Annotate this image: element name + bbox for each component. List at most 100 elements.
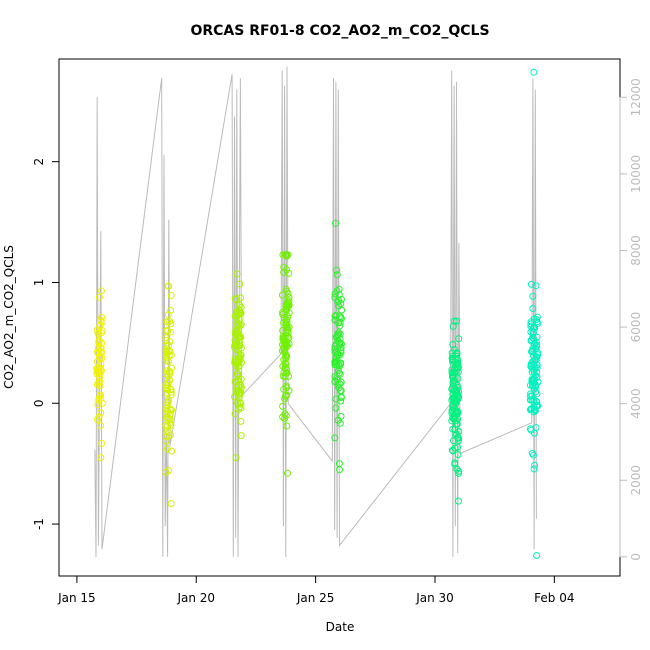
data-point — [282, 360, 290, 368]
data-point — [278, 291, 286, 299]
data-point — [338, 340, 345, 348]
data-point — [237, 321, 245, 329]
data-point — [455, 469, 462, 477]
data-point — [93, 326, 101, 334]
data-point — [166, 368, 174, 375]
data-point — [163, 326, 171, 334]
y2-tick-label: 6000 — [629, 312, 643, 343]
data-point — [527, 322, 535, 330]
y-axis: -1 0 1 2 — [32, 158, 60, 530]
data-point — [338, 306, 346, 314]
data-point — [285, 294, 293, 301]
data-point — [282, 412, 290, 419]
data-point — [233, 270, 241, 278]
data-point — [337, 397, 345, 405]
data-point — [283, 316, 291, 324]
data-point — [531, 324, 539, 332]
data-point — [530, 465, 538, 473]
data-point — [531, 356, 539, 364]
data-point — [95, 339, 103, 347]
data-point — [98, 287, 105, 295]
data-point — [231, 410, 239, 418]
data-point — [449, 322, 457, 330]
data-point — [280, 263, 288, 271]
data-point — [454, 364, 462, 372]
data-point — [166, 419, 174, 427]
data-point — [529, 305, 537, 312]
data-point — [530, 403, 538, 411]
data-point — [236, 353, 244, 361]
data-point — [529, 451, 537, 459]
y2-tick-label: 12000 — [629, 78, 643, 116]
data-point — [281, 373, 289, 381]
data-point — [332, 340, 340, 348]
x-tick-label: Jan 15 — [57, 591, 96, 605]
data-point — [167, 320, 175, 328]
data-point — [336, 360, 344, 368]
data-point — [284, 332, 292, 340]
data-point — [282, 302, 290, 310]
data-point — [236, 399, 244, 407]
data-point — [95, 344, 102, 352]
data-point — [449, 358, 457, 366]
data-point — [232, 296, 240, 304]
data-point — [282, 324, 290, 332]
data-point — [533, 333, 541, 341]
data-point — [283, 422, 291, 430]
data-point — [93, 381, 101, 388]
data-point — [333, 374, 341, 382]
data-point — [529, 334, 537, 342]
data-point — [96, 374, 103, 381]
data-point — [231, 393, 238, 401]
data-point — [337, 344, 345, 352]
data-point — [281, 410, 289, 418]
data-point — [449, 356, 457, 364]
data-point — [162, 347, 170, 355]
data-point — [331, 434, 339, 442]
data-point — [532, 341, 540, 349]
data-point — [449, 341, 457, 348]
data-point — [453, 420, 461, 428]
data-point — [332, 358, 340, 366]
data-point — [232, 387, 240, 395]
data-point — [455, 437, 462, 445]
y2-axis: 0 2000 4000 6000 8000 10000 12000 — [619, 78, 643, 561]
x-tick-label: Jan 25 — [296, 591, 335, 605]
data-point — [450, 317, 458, 325]
y2-tick-label: 0 — [629, 553, 643, 561]
data-point — [448, 349, 456, 357]
data-point — [233, 382, 241, 390]
data-point — [235, 306, 243, 314]
data-point — [162, 437, 170, 445]
data-point — [98, 313, 106, 321]
data-point — [166, 405, 174, 413]
data-point — [452, 352, 460, 360]
x-tick-label: Jan 30 — [415, 591, 454, 605]
data-point — [527, 318, 535, 326]
data-point — [164, 386, 172, 394]
data-point — [163, 427, 171, 435]
data-point — [527, 390, 535, 398]
data-point — [93, 368, 101, 376]
data-point — [279, 251, 287, 259]
data-point — [237, 432, 245, 440]
data-point — [453, 349, 461, 357]
data-point — [280, 268, 288, 276]
data-point — [237, 417, 245, 425]
data-point — [237, 351, 244, 359]
data-point — [162, 334, 170, 342]
data-point — [95, 353, 103, 361]
data-point — [97, 454, 105, 462]
data-point — [527, 280, 535, 288]
data-point — [336, 351, 344, 359]
y-tick-label: 2 — [32, 158, 46, 166]
data-point — [163, 356, 170, 364]
data-point — [164, 282, 172, 290]
data-point — [234, 399, 241, 407]
data-point — [534, 319, 542, 327]
x-tick-label: Jan 20 — [176, 591, 215, 605]
data-point — [162, 405, 170, 413]
data-point — [233, 370, 241, 378]
data-point — [97, 422, 105, 430]
